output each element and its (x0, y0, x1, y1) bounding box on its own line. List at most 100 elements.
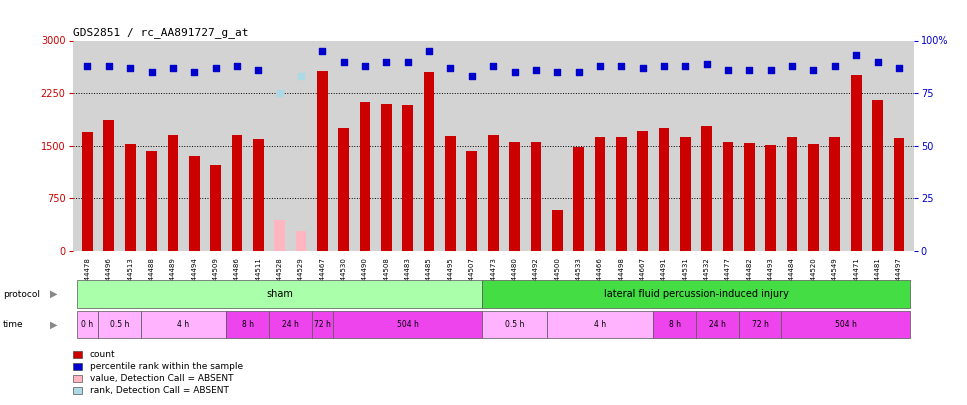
Text: protocol: protocol (3, 290, 40, 298)
Bar (167, 135, 178, 251)
Point (123, 65, 138, 71)
Bar (722, 142, 733, 251)
Point (848, 52, 864, 58)
Point (528, 67, 543, 73)
Bar (146, 151, 157, 251)
Point (699, 60, 715, 67)
Bar (189, 156, 199, 251)
Bar (552, 210, 563, 251)
Text: ▶: ▶ (50, 320, 58, 329)
Text: 504 h: 504 h (835, 320, 857, 329)
Bar (296, 231, 307, 251)
Point (187, 69, 202, 75)
Text: time: time (3, 320, 23, 329)
Bar (487, 135, 499, 251)
Point (165, 65, 181, 71)
Bar (125, 144, 135, 251)
Point (144, 69, 160, 75)
Point (742, 67, 757, 73)
Point (869, 58, 885, 65)
Bar (275, 220, 285, 251)
Point (892, 65, 907, 71)
Point (657, 62, 672, 69)
Bar (210, 165, 220, 251)
Point (336, 58, 351, 65)
Bar (830, 137, 840, 251)
Text: 72 h: 72 h (314, 320, 331, 329)
Bar (595, 137, 605, 251)
Point (464, 73, 480, 79)
Bar (338, 128, 349, 251)
Bar (659, 128, 669, 251)
Text: 24 h: 24 h (709, 320, 726, 329)
Bar (445, 136, 455, 251)
Point (314, 48, 330, 54)
Bar (744, 143, 754, 251)
Bar (82, 132, 93, 251)
Bar (701, 126, 712, 251)
Bar (766, 145, 777, 251)
Point (635, 65, 651, 71)
Bar (317, 71, 328, 251)
Bar (424, 72, 434, 251)
Text: percentile rank within the sample: percentile rank within the sample (90, 362, 243, 371)
Bar (573, 147, 584, 251)
Text: 4 h: 4 h (594, 320, 606, 329)
Point (613, 62, 629, 69)
Bar (616, 137, 627, 251)
Bar (466, 151, 477, 251)
Bar (381, 104, 392, 251)
Point (485, 62, 501, 69)
Bar (531, 142, 542, 251)
Text: 0.5 h: 0.5 h (110, 320, 130, 329)
Bar (637, 131, 648, 251)
Point (443, 65, 458, 71)
Point (102, 62, 117, 69)
Point (400, 58, 416, 65)
Point (827, 62, 842, 69)
Text: value, Detection Call = ABSENT: value, Detection Call = ABSENT (90, 374, 233, 383)
Point (79, 62, 95, 69)
Point (358, 62, 373, 69)
Point (592, 62, 607, 69)
Text: lateral fluid percussion-induced injury: lateral fluid percussion-induced injury (603, 289, 788, 299)
Point (720, 67, 736, 73)
Point (784, 62, 800, 69)
Bar (103, 120, 114, 251)
Point (250, 67, 266, 73)
Bar (851, 75, 862, 251)
Bar (808, 145, 819, 251)
Text: 4 h: 4 h (178, 320, 190, 329)
Bar (360, 102, 370, 251)
Text: sham: sham (266, 289, 293, 299)
Point (571, 69, 586, 75)
Text: 72 h: 72 h (751, 320, 769, 329)
Bar (680, 137, 690, 251)
Text: 8 h: 8 h (242, 320, 253, 329)
Text: ▶: ▶ (50, 289, 58, 299)
Text: 504 h: 504 h (396, 320, 419, 329)
Point (763, 67, 778, 73)
Text: GDS2851 / rc_AA891727_g_at: GDS2851 / rc_AA891727_g_at (73, 27, 248, 38)
Point (806, 67, 821, 73)
Point (678, 62, 693, 69)
Point (272, 90, 287, 96)
Bar (510, 142, 520, 251)
Bar (402, 105, 413, 251)
Text: 0 h: 0 h (81, 320, 94, 329)
Text: count: count (90, 350, 115, 359)
Bar (232, 135, 243, 251)
Point (293, 73, 308, 79)
Text: rank, Detection Call = ABSENT: rank, Detection Call = ABSENT (90, 386, 229, 395)
Point (549, 69, 565, 75)
Bar (894, 138, 904, 251)
Point (507, 69, 522, 75)
Point (229, 62, 245, 69)
Bar (253, 139, 264, 251)
Point (208, 65, 223, 71)
Bar (872, 100, 883, 251)
Bar (787, 137, 798, 251)
Point (422, 48, 437, 54)
Text: 0.5 h: 0.5 h (505, 320, 524, 329)
Point (379, 58, 395, 65)
